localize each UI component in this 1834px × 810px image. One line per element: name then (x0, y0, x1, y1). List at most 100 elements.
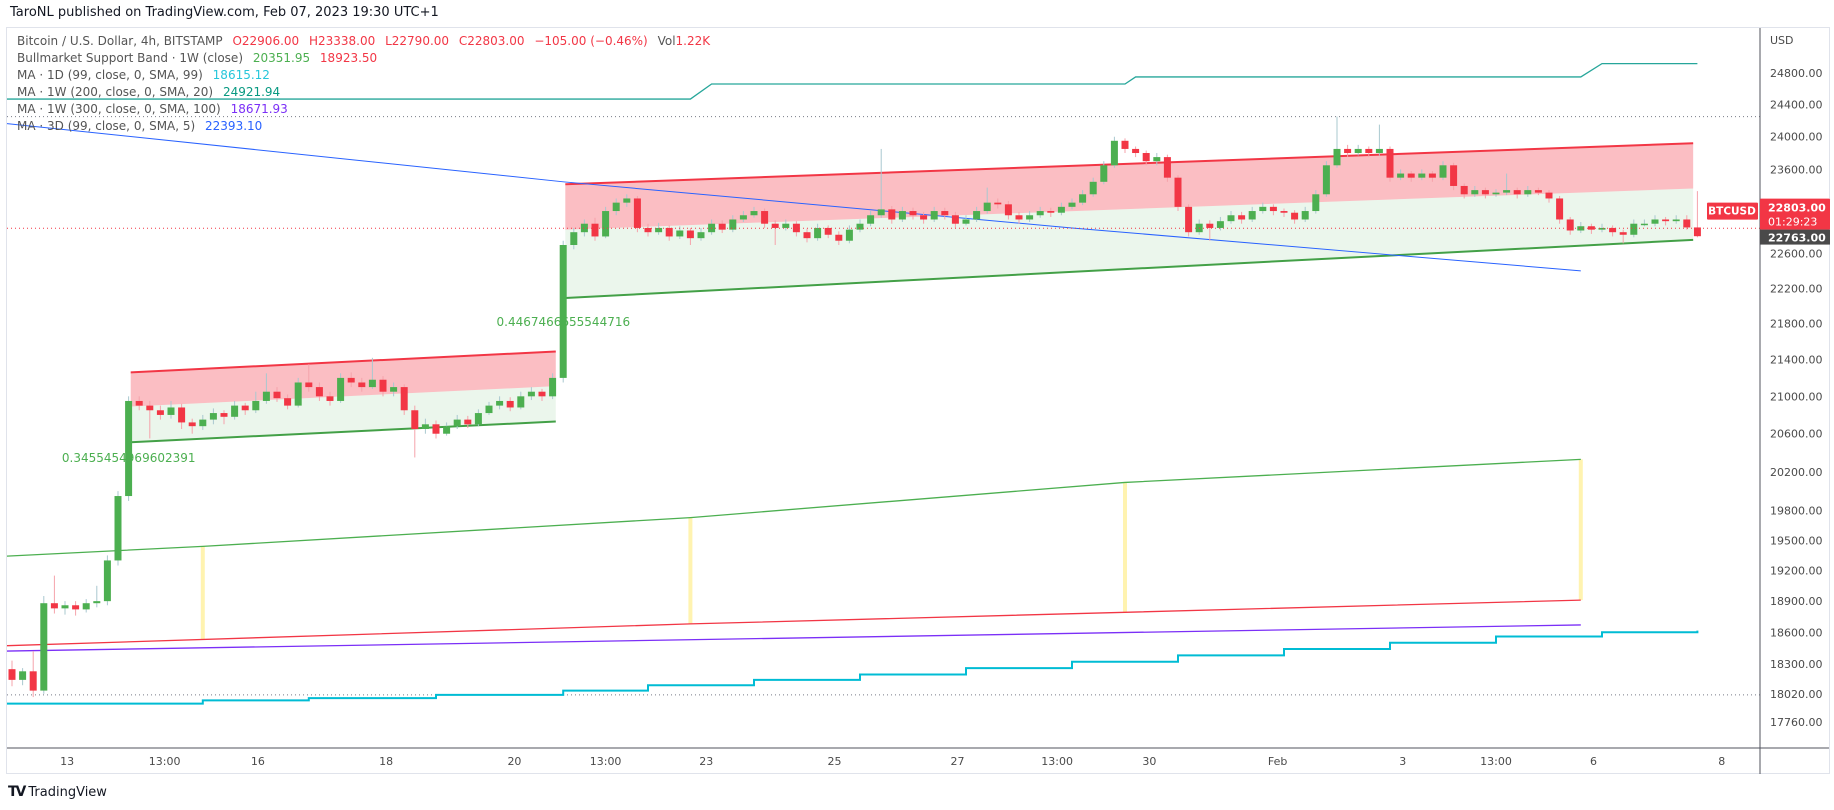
legend-indicator-ma-3d-99[interactable]: MA · 3D (99, close, 0, SMA, 5) 22393.10 (17, 118, 710, 135)
footer-branding[interactable]: TV TradingView (8, 784, 107, 800)
candle (284, 394, 292, 410)
candle (400, 384, 408, 415)
candle-body (1354, 148, 1362, 154)
candle-body (570, 232, 578, 246)
candle (1132, 146, 1140, 158)
candle-body (156, 410, 164, 415)
candle (1015, 211, 1023, 224)
indicator-name: MA · 1W (300, close, 0, SMA, 100) (17, 102, 221, 116)
time-tick-label: 20 (507, 755, 521, 768)
candle (40, 596, 48, 694)
candle-body (50, 603, 58, 609)
candle (1407, 171, 1415, 182)
candle-body (199, 419, 207, 427)
candle-body (1386, 148, 1394, 178)
legend-symbol-row[interactable]: Bitcoin / U.S. Dollar, 4h, BITSTAMP O229… (17, 33, 710, 50)
ohlc-open: O22906.00 (232, 34, 300, 48)
candle (1163, 154, 1171, 182)
candle (1619, 229, 1627, 244)
candle-body (1068, 202, 1076, 207)
candle-body (146, 405, 154, 411)
candle-body (1630, 223, 1638, 235)
candle-body (1513, 190, 1521, 195)
candle-body (888, 209, 896, 220)
candle-body (188, 422, 196, 427)
candle-body (1545, 192, 1553, 199)
volume-label: Vol (657, 34, 676, 48)
candle (1672, 215, 1680, 224)
candle (920, 211, 928, 224)
legend-indicator-bull-band[interactable]: Bullmarket Support Band · 1W (close) 203… (17, 50, 710, 67)
candle-body (665, 227, 673, 237)
candle (538, 388, 546, 401)
candle-body (1004, 204, 1012, 216)
candle (1110, 136, 1118, 168)
candle-body (517, 396, 525, 408)
candle (1577, 222, 1585, 234)
symbol-tag-label: BTCUSD (1708, 206, 1756, 218)
candle (93, 585, 101, 608)
candle-body (1556, 198, 1564, 220)
legend-indicator-ma-1d-99[interactable]: MA · 1D (99, close, 0, SMA, 99) 18615.12 (17, 67, 710, 84)
candle-body (252, 400, 260, 411)
candle-body (941, 211, 949, 216)
weekly-marker-bar (200, 546, 205, 640)
candle (930, 206, 938, 223)
price-tick-label: 20200.00 (1770, 466, 1823, 479)
candle (1450, 162, 1458, 191)
candle-body (262, 391, 270, 401)
candle-body (379, 379, 387, 392)
candle-body (241, 405, 249, 411)
candle-body (1142, 153, 1150, 162)
time-tick-label: 13:00 (1480, 755, 1512, 768)
candle (199, 414, 207, 430)
candle (792, 221, 800, 237)
time-tick-label: 8 (1718, 755, 1725, 768)
price-tick-label: 18900.00 (1770, 595, 1823, 608)
candle (1365, 146, 1373, 158)
candle (1481, 187, 1489, 199)
candle-body (623, 198, 631, 203)
ohlc-close: C22803.00 (458, 34, 525, 48)
candle (1598, 223, 1606, 233)
price-tick-label: 20600.00 (1770, 428, 1823, 441)
candle-body (61, 605, 69, 609)
time-tick-label: Feb (1268, 755, 1287, 768)
candle (146, 400, 154, 439)
candle (262, 373, 270, 404)
candle (1566, 216, 1574, 235)
candle-body (1227, 215, 1235, 222)
candle-body (273, 391, 281, 399)
candle (1386, 146, 1394, 182)
candle-body (453, 419, 461, 427)
candle (474, 409, 482, 427)
support-price-value: 22763.00 (1768, 232, 1826, 245)
legend-indicator-ma-1w-300[interactable]: MA · 1W (300, close, 0, SMA, 100) 18671.… (17, 101, 710, 118)
candle (1100, 161, 1108, 185)
symbol-title: Bitcoin / U.S. Dollar, 4h, BITSTAMP (17, 34, 223, 48)
candle-body (814, 227, 822, 239)
candle-body (1163, 157, 1171, 178)
candle-body (1693, 227, 1701, 237)
candle-body (1683, 219, 1691, 228)
candle-body (284, 398, 292, 406)
candle-body (485, 405, 493, 414)
candle (1089, 177, 1097, 197)
legend-indicator-ma-1w-200[interactable]: MA · 1W (200, close, 0, SMA, 20) 24921.9… (17, 84, 710, 101)
channel-lower-line (565, 238, 1694, 299)
candle-body (686, 230, 694, 239)
candle (814, 223, 822, 241)
candle-body (1450, 165, 1458, 186)
symbol-tag (1707, 202, 1758, 220)
candle (390, 382, 398, 397)
candle-body (549, 377, 557, 397)
candle-body (1238, 215, 1246, 220)
candle-body (305, 382, 313, 388)
candle-body (125, 400, 133, 497)
candle (368, 357, 376, 389)
candle (1354, 144, 1362, 156)
candle-body (1418, 173, 1426, 178)
candle (623, 194, 631, 207)
candle-body (962, 219, 970, 224)
